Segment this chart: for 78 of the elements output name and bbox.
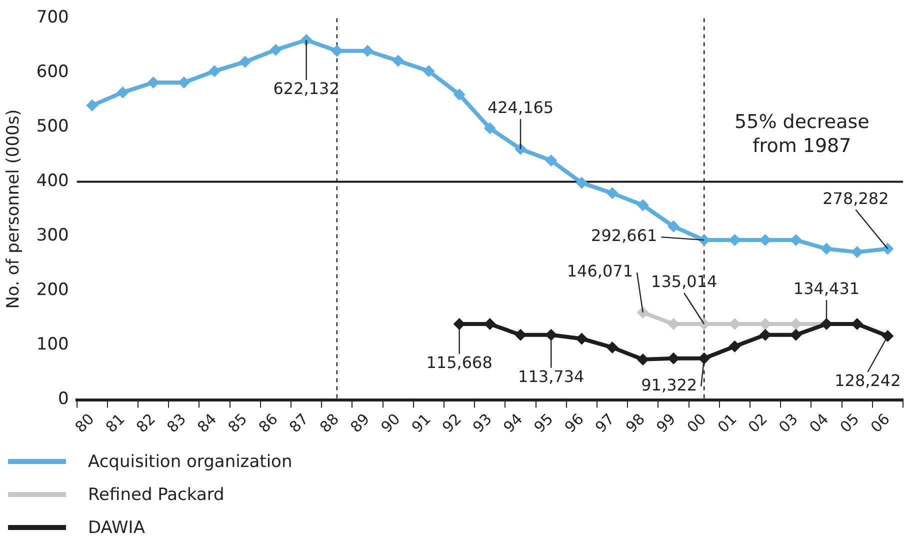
x-tick-label: 83: [163, 410, 190, 436]
x-tick-label: 93: [469, 410, 496, 436]
point: [698, 352, 710, 364]
x-tick-label: 06: [867, 410, 894, 436]
y-tick-label: 400: [36, 171, 69, 192]
annotation: 113,734: [518, 367, 584, 386]
x-tick-label: 92: [438, 410, 465, 436]
point: [882, 330, 894, 342]
y-tick-label: 0: [58, 389, 69, 410]
annotation: 622,132: [273, 79, 340, 98]
x-tick-label: 87: [286, 410, 312, 436]
point: [636, 306, 649, 319]
point: [882, 242, 894, 255]
annotation: 91,322: [641, 376, 698, 395]
annotation: 55% decrease from 1987: [734, 111, 870, 158]
point: [576, 176, 588, 189]
x-tick-label: 82: [132, 410, 159, 436]
x-tick-label: 04: [806, 410, 832, 436]
point: [392, 54, 404, 67]
x-tick-label: 81: [102, 410, 128, 436]
annotation: 128,242: [834, 371, 901, 390]
y-tick-label: 100: [36, 334, 69, 355]
point: [545, 154, 558, 166]
point: [576, 332, 588, 345]
point: [239, 56, 252, 68]
annotation: 135,014: [651, 272, 718, 292]
y-tick-label: 600: [36, 62, 69, 82]
x-tick-label: 85: [224, 410, 251, 436]
legend-label: DAWIA: [88, 518, 145, 537]
x-tick-label: 96: [561, 410, 588, 436]
y-tick-label: 200: [36, 280, 69, 300]
annotation: 292,661: [591, 226, 658, 246]
x-tick-label: 94: [500, 410, 526, 436]
point: [453, 88, 466, 101]
x-tick-label: 02: [744, 410, 771, 436]
x-tick-label: 86: [255, 410, 282, 436]
point: [422, 65, 435, 78]
point: [820, 242, 833, 255]
y-axis-title: No. of personnel (000s): [4, 109, 24, 309]
x-tick-label: 00: [683, 410, 710, 436]
point: [606, 341, 618, 354]
point: [545, 328, 558, 341]
point: [728, 340, 741, 352]
legend-label: Refined Packard: [88, 484, 224, 504]
point: [636, 199, 649, 212]
annotation: 115,668: [426, 353, 492, 372]
point: [636, 353, 649, 366]
annotation: 424,165: [487, 98, 554, 118]
x-tick-label: 91: [408, 410, 434, 436]
x-tick-label: 95: [530, 410, 557, 436]
x-tick-label: 97: [592, 410, 618, 436]
x-tick-label: 80: [71, 410, 98, 436]
x-tick-label: 84: [194, 410, 220, 436]
point: [484, 122, 496, 134]
x-tick-label: 90: [377, 410, 404, 436]
annotation: 134,431: [793, 279, 860, 298]
x-tick-label: 05: [836, 410, 863, 436]
x-tick-label: 03: [775, 410, 802, 436]
x-tick-label: 01: [714, 410, 740, 436]
point: [116, 86, 129, 98]
y-tick-label: 700: [36, 8, 69, 28]
point: [86, 99, 98, 112]
annotation: 278,282: [822, 188, 889, 208]
point: [362, 44, 374, 57]
x-tick-label: 88: [316, 410, 343, 436]
annotation: 146,071: [566, 262, 633, 281]
x-tick-label: 99: [652, 410, 680, 436]
point: [606, 187, 618, 200]
x-tick-label: 89: [346, 410, 374, 436]
point: [270, 44, 282, 56]
y-tick-label: 300: [36, 226, 69, 246]
point: [330, 44, 343, 57]
legend-label: Acquisition organization: [88, 452, 292, 472]
y-tick-label: 500: [36, 116, 69, 137]
point: [514, 143, 527, 156]
point: [668, 220, 680, 232]
point: [208, 65, 221, 78]
x-tick-label: 98: [622, 410, 648, 436]
